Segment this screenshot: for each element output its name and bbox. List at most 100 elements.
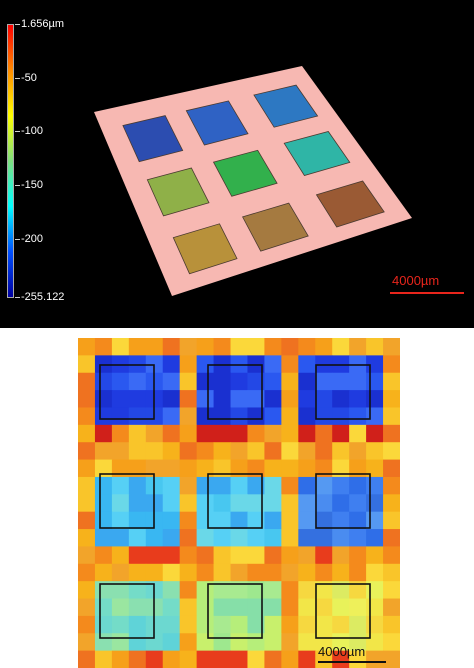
heat-map-cell	[281, 529, 299, 547]
heat-map-cell	[383, 459, 400, 478]
heat-map-cell	[315, 372, 333, 391]
heat-map-cell	[247, 424, 265, 443]
heat-map-cell	[179, 372, 198, 391]
heat-map-cell	[247, 338, 265, 356]
heat-map-cell	[366, 407, 384, 426]
heat-map-cell	[298, 650, 316, 668]
heat-map-cell	[162, 598, 181, 617]
heat-map-cell	[111, 529, 130, 547]
heat-map-cell	[349, 476, 367, 495]
heat-map-cell	[247, 390, 265, 408]
pad-outline-1-2	[207, 364, 263, 420]
heat-map-cell	[230, 390, 248, 408]
colorbar-tick	[15, 131, 20, 132]
heat-map-cell	[145, 650, 164, 668]
heat-map-cell	[94, 494, 113, 513]
heat-map-cell	[196, 615, 215, 634]
heat-map-cell	[111, 407, 130, 426]
pad-outline-1-3	[315, 364, 371, 420]
heat-map-cell	[213, 459, 232, 478]
pad-outlines	[99, 364, 371, 639]
bottom-scale-bar	[318, 661, 386, 663]
heat-map-cell	[213, 407, 232, 426]
heat-map-cell	[78, 615, 96, 634]
heat-map-cell	[213, 372, 232, 391]
heat-map-cell	[78, 424, 96, 443]
heat-map-cell	[366, 511, 384, 530]
heat-map-cell	[315, 338, 333, 356]
heat-map-cell	[230, 459, 248, 478]
heat-map-cell	[179, 407, 198, 426]
heat-map-cell	[162, 459, 181, 478]
heat-map-cell	[230, 372, 248, 391]
heat-map-cell	[332, 459, 350, 478]
heat-map-cell	[264, 424, 282, 443]
heat-map-cell	[230, 581, 248, 600]
heat-map-cell	[247, 372, 265, 391]
heat-map-cell	[264, 563, 282, 582]
heat-map-cell	[213, 581, 232, 600]
colorbar-tick	[15, 24, 20, 25]
heat-map-cell	[162, 546, 181, 565]
heat-map-cell	[162, 633, 181, 652]
heat-map-cell	[78, 407, 96, 426]
heat-map-cell	[383, 633, 400, 652]
heat-map-cell	[94, 650, 113, 668]
heat-map-cell	[264, 650, 282, 668]
heat-map-cell	[298, 355, 316, 374]
heat-map-cell	[196, 598, 215, 617]
heat-map-cell	[162, 390, 181, 408]
heat-map-cell	[332, 529, 350, 547]
heat-map-cell	[315, 615, 333, 634]
heat-map-cell	[128, 390, 147, 408]
heat-map-cell	[78, 494, 96, 513]
heat-map-cell	[383, 476, 400, 495]
heat-map-cell	[247, 581, 265, 600]
heat-map-cell	[366, 529, 384, 547]
heat-map-cell	[281, 563, 299, 582]
heat-map-cell	[94, 459, 113, 478]
heat-map-cell	[230, 598, 248, 617]
heat-map-cell	[281, 546, 299, 565]
heat-map-cell	[281, 615, 299, 634]
heat-map-cell	[349, 372, 367, 391]
heat-map-cell	[213, 546, 232, 565]
heat-map-cell	[94, 338, 113, 356]
heat-map-cell	[247, 650, 265, 668]
heat-map-cell	[162, 494, 181, 513]
heat-map-cell	[332, 650, 350, 668]
heat-map-cell	[332, 494, 350, 513]
heat-map-cell	[128, 529, 147, 547]
heat-map-cell	[298, 563, 316, 582]
heat-map-cell	[366, 546, 384, 565]
heat-map-cell	[298, 338, 316, 356]
pad-outline-2-1	[99, 473, 155, 529]
heat-map-cell	[78, 581, 96, 600]
colorbar-label-max: 1.656µm	[21, 18, 65, 30]
heat-map-cell	[196, 546, 215, 565]
bottom-scale-bar-label: 4000µm	[318, 644, 366, 659]
heat-map-cell	[298, 598, 316, 617]
heat-map-cell	[213, 650, 232, 668]
heat-map-cell	[94, 390, 113, 408]
heat-map-cell	[298, 407, 316, 426]
heat-map-cell	[366, 598, 384, 617]
pad-outline-2-2	[207, 473, 263, 529]
heat-map-cell	[213, 338, 232, 356]
heat-map-cell	[264, 529, 282, 547]
top-scale-bar	[390, 292, 464, 294]
heat-map-cell	[94, 529, 113, 547]
colorbar-tick	[15, 185, 20, 186]
heat-map-cell	[94, 598, 113, 617]
heat-map-cell	[213, 563, 232, 582]
heat-map-cell	[281, 581, 299, 600]
pad-2-3	[283, 131, 351, 176]
heat-map-cell	[383, 546, 400, 565]
top-scale-bar-label: 4000µm	[392, 273, 440, 288]
heat-map-cell	[179, 563, 198, 582]
heat-map-cell	[230, 650, 248, 668]
heat-map-cell	[128, 650, 147, 668]
heat-map-cell	[162, 372, 181, 391]
heat-map-cell	[162, 529, 181, 547]
heat-map-cell	[128, 598, 147, 617]
